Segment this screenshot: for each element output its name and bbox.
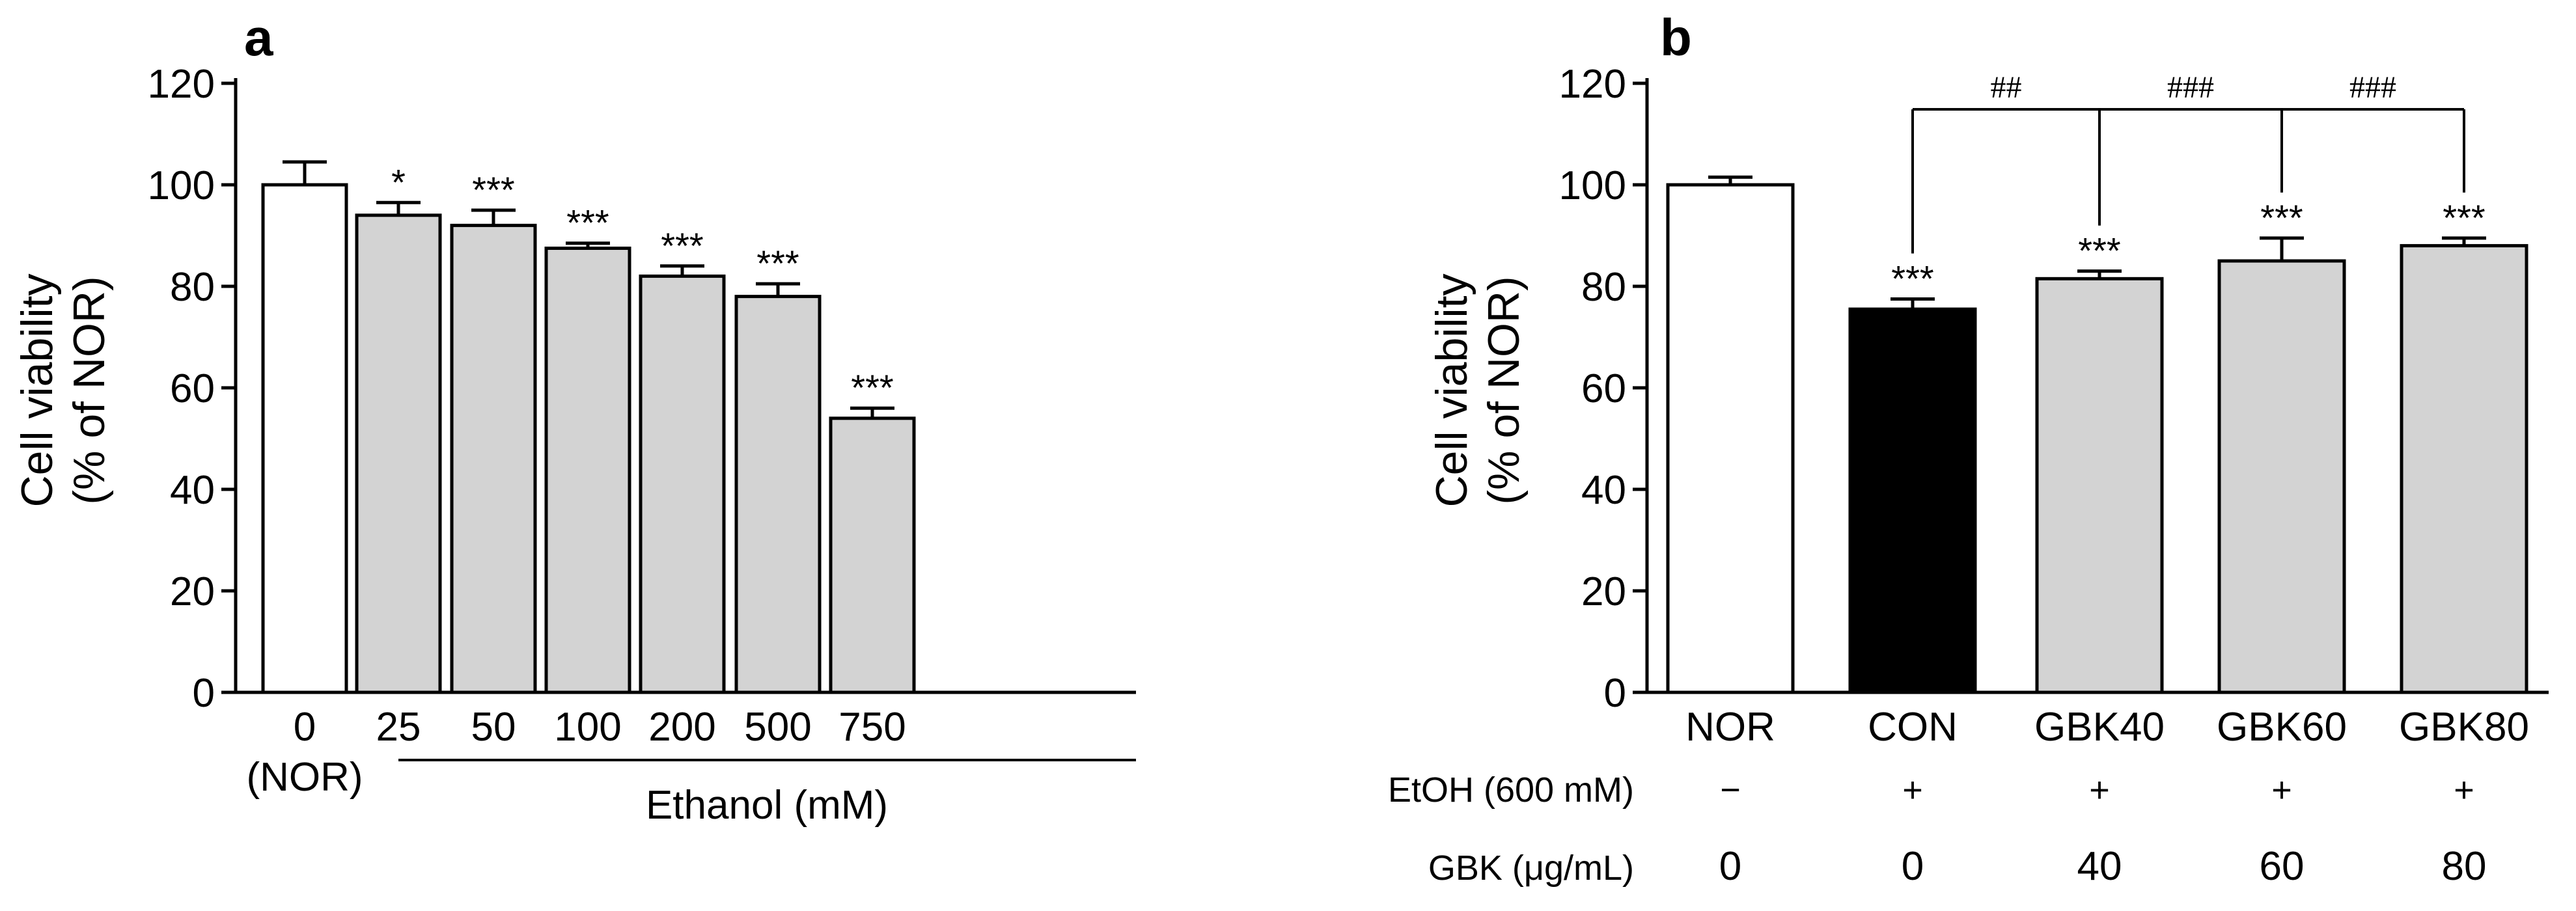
panel-a-significance: *** xyxy=(566,202,609,243)
panel-b-bar-gbk80 xyxy=(2400,244,2528,694)
panel-b-condition-value: + xyxy=(2454,770,2474,809)
panel-a-bar-750 xyxy=(829,416,916,694)
panel-b-condition-value: 40 xyxy=(2077,844,2122,889)
panel-a-significance: * xyxy=(391,161,406,202)
panel-a-bar-500 xyxy=(734,295,822,694)
panel-b-significance: *** xyxy=(2443,197,2485,238)
panel-b-condition-value: + xyxy=(2271,770,2292,809)
panel-b-significance: *** xyxy=(2260,197,2303,238)
panel-a-category-label: 50 xyxy=(471,705,516,750)
panel-a-bar-100 xyxy=(544,247,631,694)
panel-b-ytick-label: 40 xyxy=(1581,468,1626,513)
panel-b-condition-value: 60 xyxy=(2260,844,2305,889)
panel-a-ytick-label: 20 xyxy=(170,569,215,614)
panel-a-category-label: 100 xyxy=(554,705,621,750)
panel-b-chart: b Cell viability (% of NOR) 0 20 40 60 80 100… xyxy=(1388,8,2549,889)
panel-b-ytick-label: 60 xyxy=(1581,366,1626,411)
panel-b-ytick-label: 20 xyxy=(1581,569,1626,614)
panel-b-category-label: GBK80 xyxy=(2399,705,2529,750)
panel-a-significance: *** xyxy=(661,225,703,266)
panel-b-significance: *** xyxy=(1891,258,1933,299)
panel-a-significance: *** xyxy=(756,243,799,284)
panel-a-chart: a Cell viability (% of NOR) 0 20 40 60 80 100… xyxy=(12,8,1136,828)
panel-a-category-label: 750 xyxy=(838,705,906,750)
panel-a-bar-0 xyxy=(261,183,348,694)
panel-a-ytick-label: 40 xyxy=(170,468,215,513)
panel-b-bracket-label: ### xyxy=(2167,70,2214,105)
panel-a-ylabel-line2: (% of NOR) xyxy=(64,276,114,504)
panel-b-condition-label: EtOH (600 mM) xyxy=(1388,770,1634,809)
panel-b-category-label: GBK40 xyxy=(2034,705,2165,750)
panel-b-ytick-label: 120 xyxy=(1559,62,1626,107)
panel-b-ytick-label: 80 xyxy=(1581,265,1626,310)
panel-a-letter: a xyxy=(244,8,273,66)
panel-b-condition-value: 80 xyxy=(2442,844,2487,889)
panel-b-ytick-label: 0 xyxy=(1604,671,1626,716)
panel-a-ylabel-line1: Cell viability xyxy=(12,274,62,508)
panel-a-ytick-label: 100 xyxy=(148,163,215,208)
panel-a-bar-200 xyxy=(639,274,726,694)
panel-a-category-label: 25 xyxy=(376,705,421,750)
panel-b-condition-value: 0 xyxy=(1902,844,1924,889)
panel-b-bar-gbk40 xyxy=(2035,277,2164,694)
panel-b-condition-label: GBK (μg/mL) xyxy=(1428,849,1634,888)
panel-a-ytick-label: 80 xyxy=(170,265,215,310)
panel-a-group-label: Ethanol (mM) xyxy=(646,783,888,828)
panel-a-ytick-label: 120 xyxy=(148,62,215,107)
panel-a-bar-50 xyxy=(450,223,537,694)
panel-b-bar-nor xyxy=(1666,183,1795,694)
panel-a-category-label: 200 xyxy=(648,705,715,750)
panel-b-bracket-label: ### xyxy=(2349,70,2396,105)
panel-a-bar-25 xyxy=(355,213,442,694)
panel-b-bar-gbk60 xyxy=(2217,259,2346,694)
panel-a-significance: *** xyxy=(851,367,893,408)
panel-b-letter: b xyxy=(1660,8,1692,66)
panel-b-ytick-label: 100 xyxy=(1559,163,1626,208)
panel-a-ytick-label: 60 xyxy=(170,366,215,411)
panel-b-condition-value: + xyxy=(1902,770,1923,809)
panel-b-condition-value: − xyxy=(1720,770,1741,809)
panel-b-significance: *** xyxy=(2078,230,2120,271)
panel-a-significance: *** xyxy=(472,169,514,210)
panel-b-ylabel-line1: Cell viability xyxy=(1427,274,1476,508)
panel-a-sublabel-nor: (NOR) xyxy=(246,755,363,800)
panel-b-bracket-label: ## xyxy=(1991,70,2022,105)
panel-b-bar-con xyxy=(1848,307,1977,694)
panel-a-ytick-label: 0 xyxy=(193,671,215,716)
panel-b-ylabel-line2: (% of NOR) xyxy=(1479,276,1529,504)
panel-b-category-label: NOR xyxy=(1685,705,1775,750)
panel-b-condition-value: 0 xyxy=(1719,844,1741,889)
panel-b-category-label: CON xyxy=(1868,705,1958,750)
panel-a-category-label: 500 xyxy=(744,705,811,750)
panel-b-condition-value: + xyxy=(2089,770,2110,809)
panel-b-category-label: GBK60 xyxy=(2217,705,2347,750)
panel-a-category-label: 0 xyxy=(294,705,316,750)
